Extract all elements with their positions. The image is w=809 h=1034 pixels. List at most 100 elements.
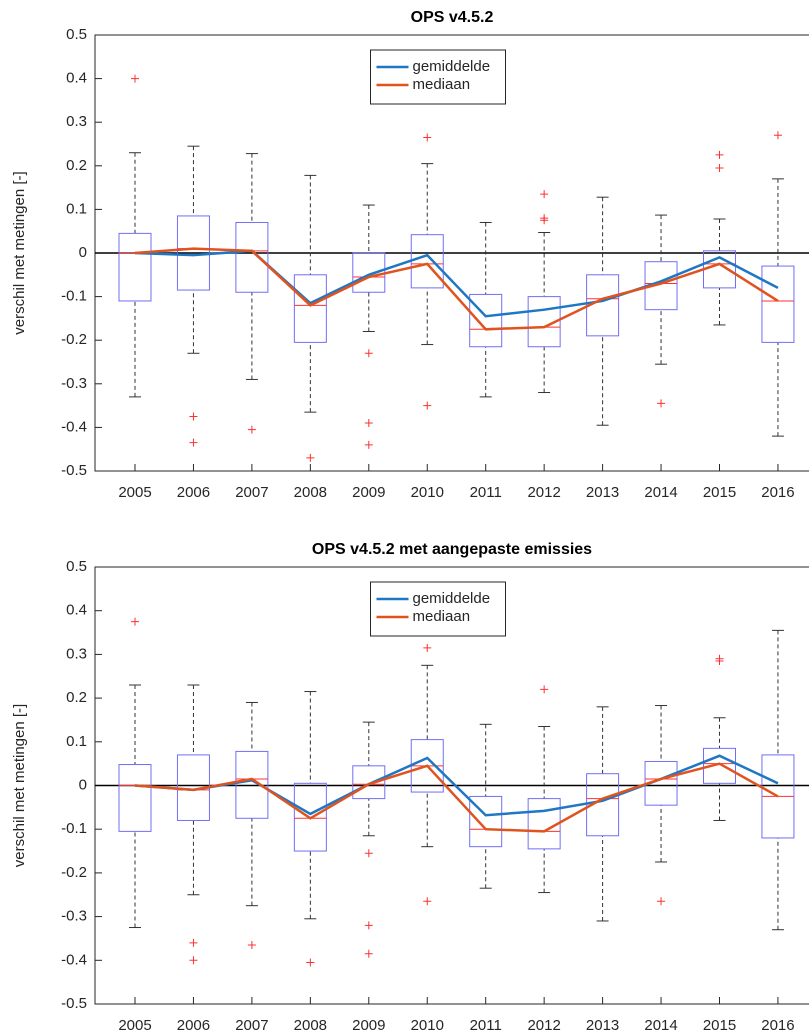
chart-title: OPS v4.5.2 met aangepaste emissies: [312, 541, 592, 558]
x-tick-label: 2011: [470, 484, 502, 501]
outlier: [189, 412, 198, 421]
box: [469, 293, 503, 348]
y-tick-label: -0.2: [61, 331, 87, 348]
outlier: [189, 938, 198, 947]
outlier: [247, 941, 256, 950]
legend-label: gemiddelde: [413, 590, 491, 607]
outlier: [131, 617, 139, 626]
outlier: [423, 643, 432, 652]
outlier: [364, 419, 373, 428]
box: [293, 274, 327, 343]
x-tick-label: 2011: [470, 1017, 502, 1034]
x-tick-label: 2010: [411, 1017, 444, 1034]
x-tick-label: 2013: [586, 1017, 619, 1034]
legend-box: [370, 49, 506, 105]
y-tick-label: -0.3: [61, 375, 87, 392]
y-tick-label: -0.5: [61, 995, 87, 1012]
outlier: [364, 921, 373, 930]
x-tick-label: 2008: [294, 484, 327, 501]
outlier: [131, 74, 139, 83]
x-tick-label: 2009: [352, 1017, 385, 1034]
y-tick-label: -0.4: [61, 418, 87, 435]
outlier: [364, 440, 373, 449]
legend-label: mediaan: [413, 76, 471, 93]
x-tick-label: 2015: [703, 484, 736, 501]
box: [703, 747, 736, 784]
y-tick-label: 0.1: [66, 733, 87, 750]
x-tick-label: 2016: [761, 484, 794, 501]
outlier: [189, 956, 198, 965]
outlier: [715, 150, 724, 159]
outlier: [423, 401, 432, 410]
y-tick-label: -0.2: [61, 864, 87, 881]
y-tick-label: 0.4: [66, 70, 87, 87]
outlier: [657, 399, 666, 408]
outlier: [423, 897, 432, 906]
series-line: [134, 247, 779, 331]
outlier: [189, 438, 198, 447]
box: [118, 232, 152, 302]
outlier: [364, 949, 373, 958]
x-tick-label: 2006: [177, 1017, 210, 1034]
outlier: [247, 425, 256, 434]
outlier: [715, 163, 724, 172]
y-tick-label: -0.3: [61, 908, 87, 925]
y-tick-label: 0.4: [66, 602, 87, 619]
box: [235, 221, 269, 293]
outlier: [773, 131, 782, 140]
y-tick-label: -0.4: [61, 951, 87, 968]
subplot: OPS v4.5.2 verschil met metingen [-] -0.5 -…: [11, 9, 809, 501]
x-tick-label: 2013: [586, 484, 619, 501]
outlier: [306, 453, 315, 462]
outlier: [540, 685, 549, 694]
outlier: [540, 214, 549, 223]
x-tick-label: 2016: [761, 1017, 794, 1034]
y-axis-label: verschil met metingen [-]: [11, 171, 28, 334]
x-tick-label: 2014: [644, 1017, 677, 1034]
box: [235, 750, 269, 819]
chart-title: OPS v4.5.2: [411, 9, 494, 26]
box: [352, 765, 386, 800]
y-tick-label: 0.5: [66, 26, 87, 43]
y-tick-label: 0.2: [66, 157, 87, 174]
outlier: [715, 656, 724, 665]
box: [527, 296, 561, 348]
y-tick-label: 0.2: [66, 689, 87, 706]
legend-label: mediaan: [413, 608, 471, 625]
y-tick-label: 0.3: [66, 645, 87, 662]
y-axis-label: verschil met metingen [-]: [11, 704, 28, 867]
x-tick-label: 2014: [644, 484, 677, 501]
x-tick-label: 2009: [352, 484, 385, 501]
legend-label: gemiddelde: [413, 58, 491, 75]
outlier: [364, 849, 373, 858]
outlier: [540, 190, 549, 199]
outlier: [364, 349, 373, 358]
box: [293, 782, 327, 852]
y-tick-label: 0: [79, 244, 87, 261]
y-tick-label: -0.1: [61, 288, 87, 305]
outlier: [306, 958, 315, 967]
legend-box: [370, 581, 506, 637]
y-tick-label: 0.3: [66, 113, 87, 130]
x-tick-label: 2006: [177, 484, 210, 501]
y-tick-label: 0: [79, 776, 87, 793]
x-tick-label: 2007: [235, 1017, 268, 1034]
subplot: OPS v4.5.2 met aangepaste emissies versch…: [11, 541, 809, 1034]
x-tick-label: 2015: [703, 1017, 736, 1034]
x-tick-label: 2012: [527, 1017, 560, 1034]
x-tick-label: 2007: [235, 484, 268, 501]
box: [469, 795, 503, 848]
outlier: [657, 897, 666, 906]
y-tick-label: 0.1: [66, 200, 87, 217]
x-tick-label: 2012: [527, 484, 560, 501]
y-tick-label: -0.5: [61, 462, 87, 479]
y-tick-label: -0.1: [61, 820, 87, 837]
x-tick-label: 2008: [294, 1017, 327, 1034]
series-line: [134, 762, 779, 833]
box: [761, 265, 795, 343]
y-tick-label: 0.5: [66, 558, 87, 575]
x-tick-label: 2005: [118, 484, 151, 501]
x-tick-label: 2010: [411, 484, 444, 501]
box: [118, 764, 152, 832]
